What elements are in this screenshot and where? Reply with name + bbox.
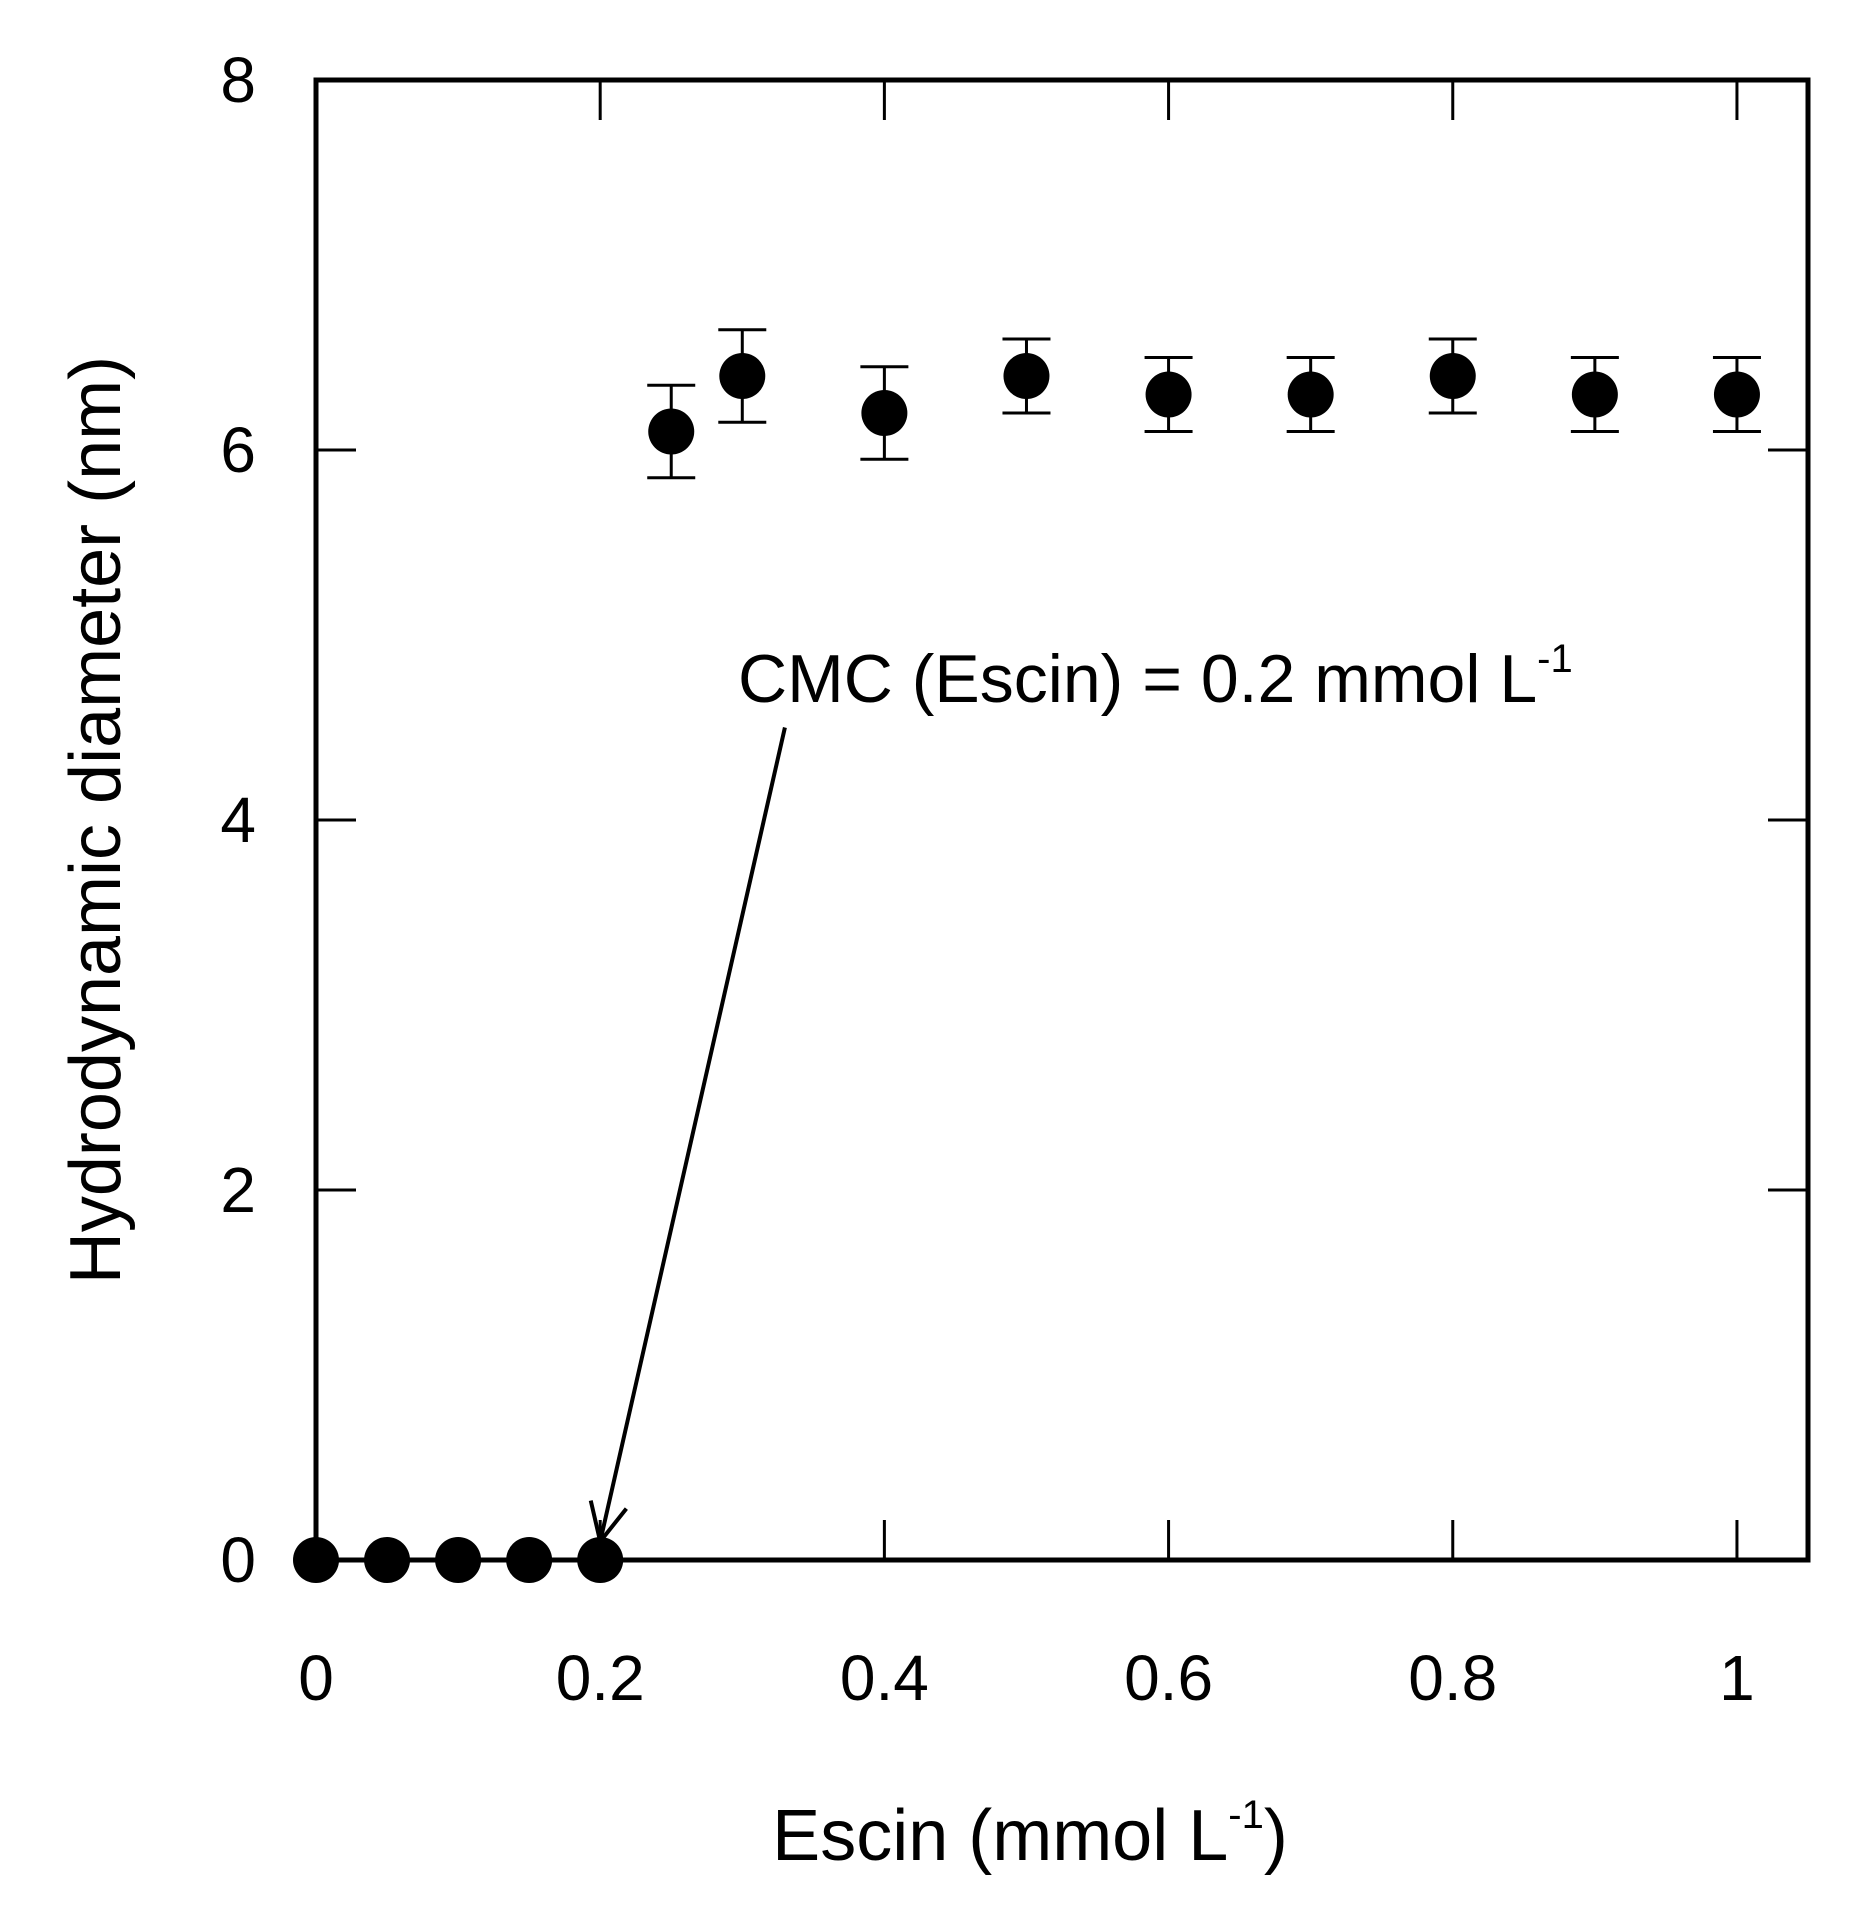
data-point	[1003, 353, 1050, 399]
data-point	[506, 1537, 553, 1583]
data-point	[364, 1537, 411, 1583]
x-tick-label: 0.8	[1408, 1642, 1497, 1714]
y-tick-label: 6	[220, 414, 256, 486]
data-point	[1571, 371, 1618, 418]
y-tick-label: 0	[220, 1524, 256, 1596]
data-point	[861, 390, 908, 436]
annotation-text: CMC (Escin) = 0.2 mmol L-1	[738, 637, 1573, 717]
data-markers	[293, 353, 1760, 1583]
annotation-arrow-line	[598, 727, 787, 1542]
x-tick-label: 0.4	[840, 1642, 929, 1714]
error-bars	[647, 328, 1761, 480]
data-point	[293, 1537, 339, 1583]
data-point	[435, 1537, 482, 1583]
axis-ticks	[314, 78, 1808, 1562]
tick-labels: 0 0.2 0.4 0.6 0.8 1 0 2 4 6 8	[220, 44, 1754, 1714]
data-point	[577, 1537, 624, 1583]
plot-frame	[313, 77, 1811, 1563]
x-tick-label: 0	[298, 1642, 334, 1714]
data-point	[648, 408, 695, 455]
y-axis-title: Hydrodynamic diameter (nm)	[56, 356, 136, 1284]
data-point	[1713, 371, 1760, 418]
data-point	[1429, 353, 1476, 399]
data-point	[1145, 371, 1192, 418]
cmc-annotation: CMC (Escin) = 0.2 mmol L-1	[588, 637, 1573, 1546]
y-tick-label: 8	[220, 44, 256, 116]
x-tick-label: 0.2	[556, 1642, 645, 1714]
y-tick-label: 4	[220, 784, 256, 856]
x-tick-label: 1	[1719, 1642, 1755, 1714]
annotation-arrow-head	[588, 1500, 628, 1546]
x-axis-title: Escin (mmol L-1)	[772, 1793, 1288, 1876]
x-tick-label: 0.6	[1124, 1642, 1213, 1714]
y-tick-label: 2	[220, 1154, 256, 1226]
data-point	[719, 353, 766, 399]
data-point	[1287, 371, 1334, 418]
